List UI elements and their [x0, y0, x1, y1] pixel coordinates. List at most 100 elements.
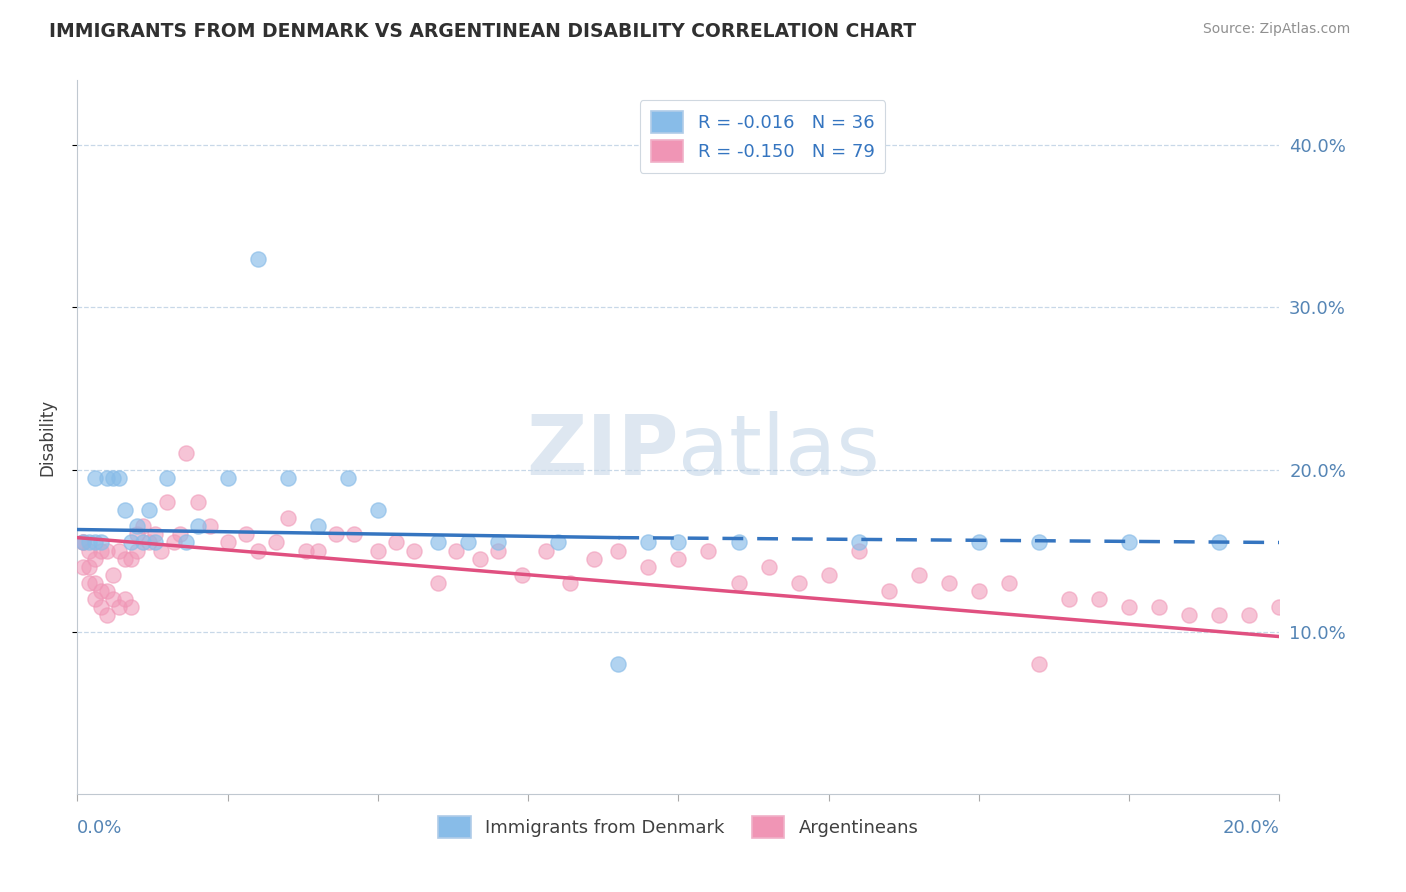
Point	[72, 535, 94, 549]
Point	[127, 543, 149, 558]
Point	[174, 446, 197, 460]
Point	[1239, 608, 1261, 623]
Point	[1149, 600, 1171, 615]
Text: 20.0%: 20.0%	[1223, 819, 1279, 837]
Point	[186, 495, 209, 509]
Point	[235, 527, 257, 541]
Point	[217, 535, 239, 549]
Point	[79, 543, 101, 558]
Point	[79, 559, 101, 574]
Point	[156, 470, 179, 484]
Point	[457, 535, 479, 549]
Point	[427, 535, 450, 549]
Point	[96, 584, 118, 599]
Text: 0.0%: 0.0%	[77, 819, 122, 837]
Point	[138, 503, 160, 517]
Point	[547, 535, 569, 549]
Point	[90, 584, 112, 599]
Point	[79, 535, 101, 549]
Point	[132, 535, 155, 549]
Text: ZIP: ZIP	[526, 411, 679, 491]
Point	[103, 592, 125, 607]
Point	[114, 503, 136, 517]
Point	[127, 527, 149, 541]
Point	[84, 592, 107, 607]
Point	[402, 543, 425, 558]
Point	[668, 551, 690, 566]
Point	[583, 551, 606, 566]
Point	[169, 527, 191, 541]
Point	[108, 600, 131, 615]
Point	[848, 543, 870, 558]
Point	[967, 584, 990, 599]
Point	[787, 576, 810, 591]
Point	[307, 519, 329, 533]
Point	[1088, 592, 1111, 607]
Point	[1178, 608, 1201, 623]
Point	[727, 576, 749, 591]
Point	[150, 543, 173, 558]
Point	[668, 535, 690, 549]
Point	[72, 559, 94, 574]
Point	[84, 470, 107, 484]
Point	[385, 535, 408, 549]
Point	[534, 543, 557, 558]
Point	[908, 568, 931, 582]
Point	[162, 535, 184, 549]
Point	[103, 470, 125, 484]
Point	[84, 551, 107, 566]
Point	[1057, 592, 1080, 607]
Point	[72, 535, 94, 549]
Point	[132, 519, 155, 533]
Point	[90, 543, 112, 558]
Point	[758, 559, 780, 574]
Point	[174, 535, 197, 549]
Point	[198, 519, 221, 533]
Point	[108, 470, 131, 484]
Text: IMMIGRANTS FROM DENMARK VS ARGENTINEAN DISABILITY CORRELATION CHART: IMMIGRANTS FROM DENMARK VS ARGENTINEAN D…	[49, 22, 917, 41]
Point	[120, 535, 142, 549]
Point	[998, 576, 1021, 591]
Point	[1268, 600, 1291, 615]
Point	[246, 543, 269, 558]
Point	[138, 535, 160, 549]
Y-axis label: Disability: Disability	[38, 399, 56, 475]
Point	[637, 559, 659, 574]
Point	[510, 568, 533, 582]
Point	[877, 584, 900, 599]
Point	[727, 535, 749, 549]
Point	[336, 470, 359, 484]
Point	[607, 543, 630, 558]
Point	[1118, 535, 1140, 549]
Point	[325, 527, 347, 541]
Point	[967, 535, 990, 549]
Point	[114, 592, 136, 607]
Point	[1208, 608, 1230, 623]
Point	[114, 551, 136, 566]
Point	[108, 543, 131, 558]
Point	[103, 568, 125, 582]
Point	[817, 568, 839, 582]
Point	[1208, 535, 1230, 549]
Point	[96, 543, 118, 558]
Text: atlas: atlas	[679, 411, 880, 491]
Point	[127, 519, 149, 533]
Point	[607, 657, 630, 672]
Point	[96, 608, 118, 623]
Point	[120, 551, 142, 566]
Point	[217, 470, 239, 484]
Point	[468, 551, 491, 566]
Point	[1118, 600, 1140, 615]
Point	[367, 503, 389, 517]
Point	[367, 543, 389, 558]
Point	[1298, 657, 1320, 672]
Point	[90, 535, 112, 549]
Point	[145, 527, 167, 541]
Point	[90, 600, 112, 615]
Point	[96, 470, 118, 484]
Point	[848, 535, 870, 549]
Point	[72, 535, 94, 549]
Text: Source: ZipAtlas.com: Source: ZipAtlas.com	[1202, 22, 1350, 37]
Legend: Immigrants from Denmark, Argentineans: Immigrants from Denmark, Argentineans	[432, 809, 925, 846]
Point	[938, 576, 960, 591]
